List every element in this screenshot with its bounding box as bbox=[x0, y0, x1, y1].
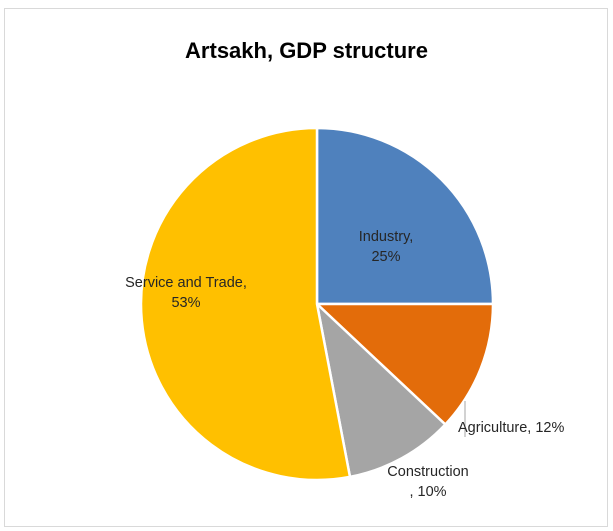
pie-slice-construction bbox=[315, 300, 448, 479]
data-label-industry: Industry, 25% bbox=[359, 229, 414, 265]
pie-slice-service-and-trade bbox=[139, 126, 352, 482]
pie-slice-agriculture bbox=[313, 302, 495, 427]
chart-title: Artsakh, GDP structure bbox=[185, 38, 428, 63]
data-label-construction: Construction, 10% bbox=[387, 464, 468, 500]
data-label-service-and-trade: Service and Trade, 53% bbox=[125, 275, 247, 311]
data-label-agriculture: Agriculture, 12% bbox=[458, 420, 564, 436]
pie-slice-industry bbox=[315, 126, 495, 306]
